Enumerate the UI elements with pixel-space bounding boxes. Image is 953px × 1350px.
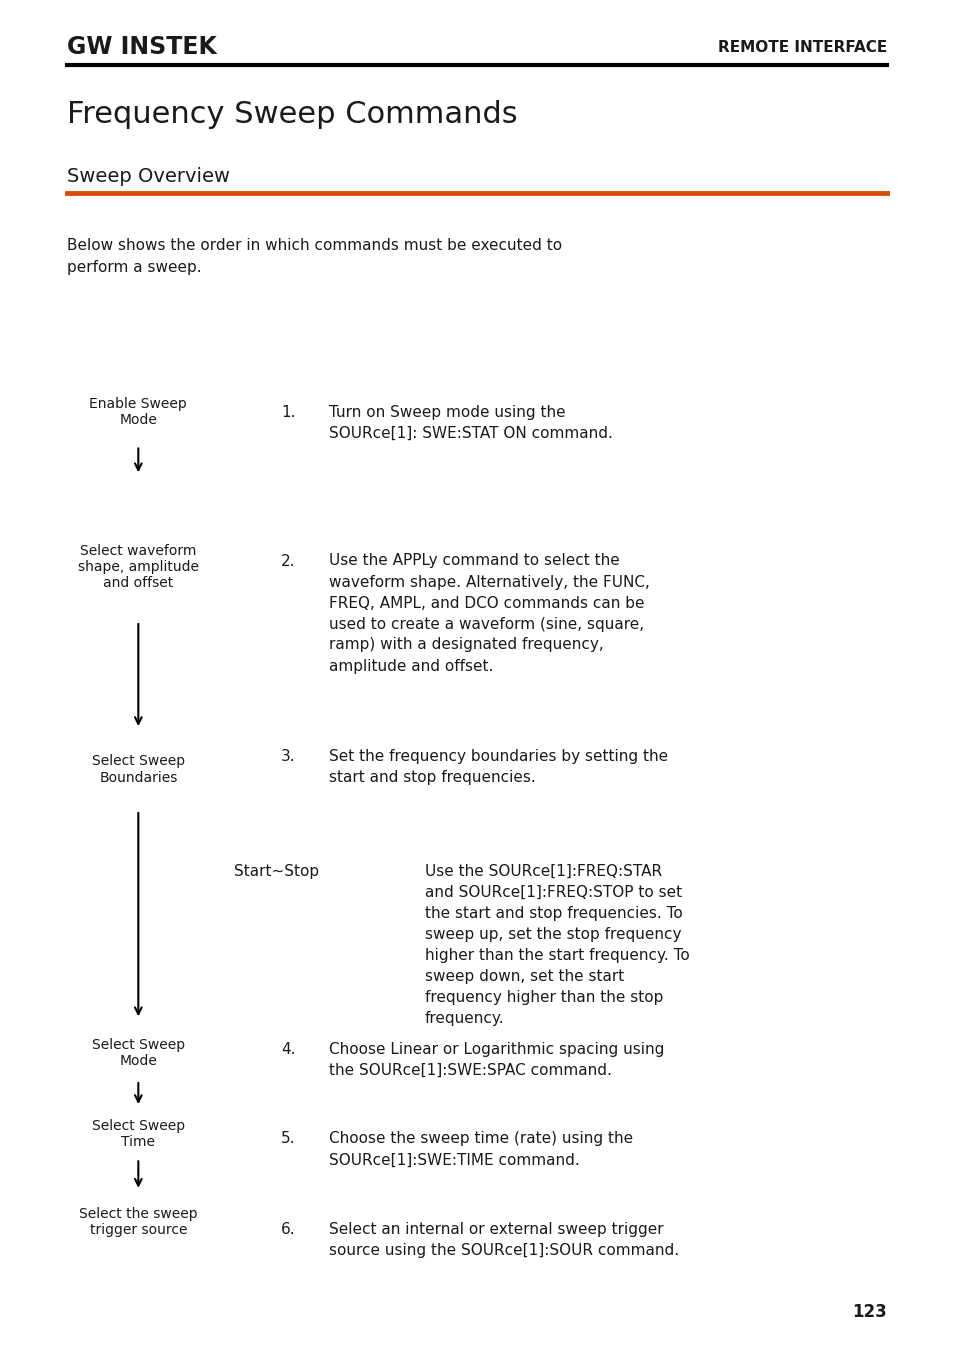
Text: Use the SOURce[1]:FREQ:STAR
and SOURce[1]:FREQ:STOP to set
the start and stop fr: Use the SOURce[1]:FREQ:STAR and SOURce[1…	[424, 864, 689, 1026]
Text: Use the APPLy command to select the
waveform shape. Alternatively, the FUNC,
FRE: Use the APPLy command to select the wave…	[329, 554, 649, 674]
Text: Select the sweep
trigger source: Select the sweep trigger source	[79, 1207, 197, 1237]
Text: 123: 123	[852, 1303, 886, 1322]
Text: Choose the sweep time (rate) using the
SOURce[1]:SWE:TIME command.: Choose the sweep time (rate) using the S…	[329, 1131, 633, 1168]
Text: Select Sweep
Time: Select Sweep Time	[91, 1119, 185, 1149]
Text: Sweep Overview: Sweep Overview	[67, 167, 230, 186]
Text: REMOTE INTERFACE: REMOTE INTERFACE	[718, 39, 886, 55]
Text: 5.: 5.	[281, 1131, 295, 1146]
Text: Choose Linear or Logarithmic spacing using
the SOURce[1]:SWE:SPAC command.: Choose Linear or Logarithmic spacing usi…	[329, 1042, 664, 1079]
Text: Select an internal or external sweep trigger
source using the SOURce[1]:SOUR com: Select an internal or external sweep tri…	[329, 1222, 679, 1258]
Text: Below shows the order in which commands must be executed to
perform a sweep.: Below shows the order in which commands …	[67, 238, 561, 275]
Text: Select waveform
shape, amplitude
and offset: Select waveform shape, amplitude and off…	[78, 544, 198, 590]
Text: 2.: 2.	[281, 554, 295, 568]
Text: Select Sweep
Mode: Select Sweep Mode	[91, 1038, 185, 1068]
Text: Select Sweep
Boundaries: Select Sweep Boundaries	[91, 755, 185, 784]
Text: 6.: 6.	[281, 1222, 295, 1237]
Text: 4.: 4.	[281, 1042, 295, 1057]
Text: Frequency Sweep Commands: Frequency Sweep Commands	[67, 100, 517, 130]
Text: Enable Sweep
Mode: Enable Sweep Mode	[90, 397, 187, 427]
Text: 1.: 1.	[281, 405, 295, 420]
Text: Turn on Sweep mode using the
SOURce[1]: SWE:STAT ON command.: Turn on Sweep mode using the SOURce[1]: …	[329, 405, 613, 441]
Text: Start~Stop: Start~Stop	[234, 864, 319, 879]
Text: 3.: 3.	[281, 749, 295, 764]
Text: Set the frequency boundaries by setting the
start and stop frequencies.: Set the frequency boundaries by setting …	[329, 749, 667, 786]
Text: GW INSTEK: GW INSTEK	[67, 35, 216, 59]
